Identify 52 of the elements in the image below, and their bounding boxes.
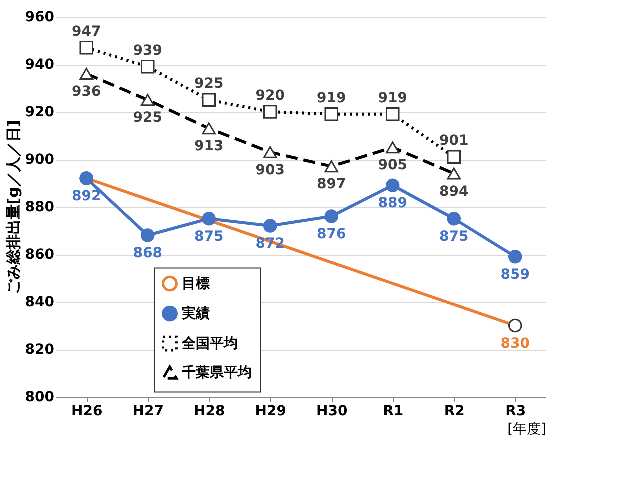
data-label: 919 [378, 90, 408, 106]
data-label: 889 [378, 196, 408, 212]
data-label: 936 [72, 84, 102, 100]
point [447, 212, 461, 226]
y-tick-label: 860 [25, 247, 55, 263]
data-label: 876 [317, 226, 346, 242]
data-label: 939 [133, 42, 162, 59]
data-label: 868 [133, 246, 162, 262]
data-label: 892 [72, 188, 102, 204]
data-label: 903 [256, 162, 285, 178]
y-tick-label: 840 [25, 294, 55, 310]
x-axis-title: [年度] [508, 422, 546, 438]
point [202, 212, 216, 226]
data-label: 913 [194, 138, 224, 155]
point [386, 178, 400, 192]
data-label: 859 [500, 266, 530, 283]
x-tick-label: H26 [72, 404, 103, 420]
data-label: 875 [194, 228, 224, 245]
x-tick-label: H30 [316, 404, 348, 420]
x-tick-label: R2 [444, 404, 465, 420]
data-label: 875 [440, 228, 469, 245]
x-tick-label: H28 [194, 404, 226, 420]
x-tick-label: H27 [132, 404, 164, 420]
data-label: 947 [72, 24, 102, 40]
point [264, 219, 278, 233]
legend-label: 実績 [182, 304, 210, 322]
point [508, 250, 522, 264]
y-tick-label: 920 [25, 104, 55, 120]
data-label: 894 [440, 184, 469, 200]
y-tick-label: 800 [25, 390, 55, 406]
point [324, 210, 338, 224]
y-tick-label: 880 [25, 200, 55, 216]
y-axis-title: ごみ総排出量[g／人／日] [4, 120, 22, 295]
x-tick-label: R3 [506, 404, 526, 420]
data-label: 925 [133, 110, 162, 126]
legend-label: 目標 [182, 276, 210, 292]
data-label: 925 [194, 76, 224, 92]
x-tick-label: H29 [255, 404, 286, 420]
data-label: 905 [378, 158, 408, 174]
y-tick-label: 820 [25, 342, 55, 358]
legend-label: 全国平均 [181, 336, 238, 352]
y-tick-label: 960 [25, 10, 55, 26]
legend-label: 千葉県平均 [181, 364, 252, 381]
x-tick-label: R1 [383, 404, 404, 420]
data-label: 901 [440, 133, 469, 150]
data-label: 897 [317, 176, 346, 193]
data-label: 919 [317, 90, 346, 106]
data-label: 920 [256, 88, 286, 104]
y-tick-label: 900 [25, 152, 55, 168]
point [141, 228, 155, 242]
y-tick-label: 940 [25, 57, 55, 73]
data-label: 830 [500, 336, 530, 352]
